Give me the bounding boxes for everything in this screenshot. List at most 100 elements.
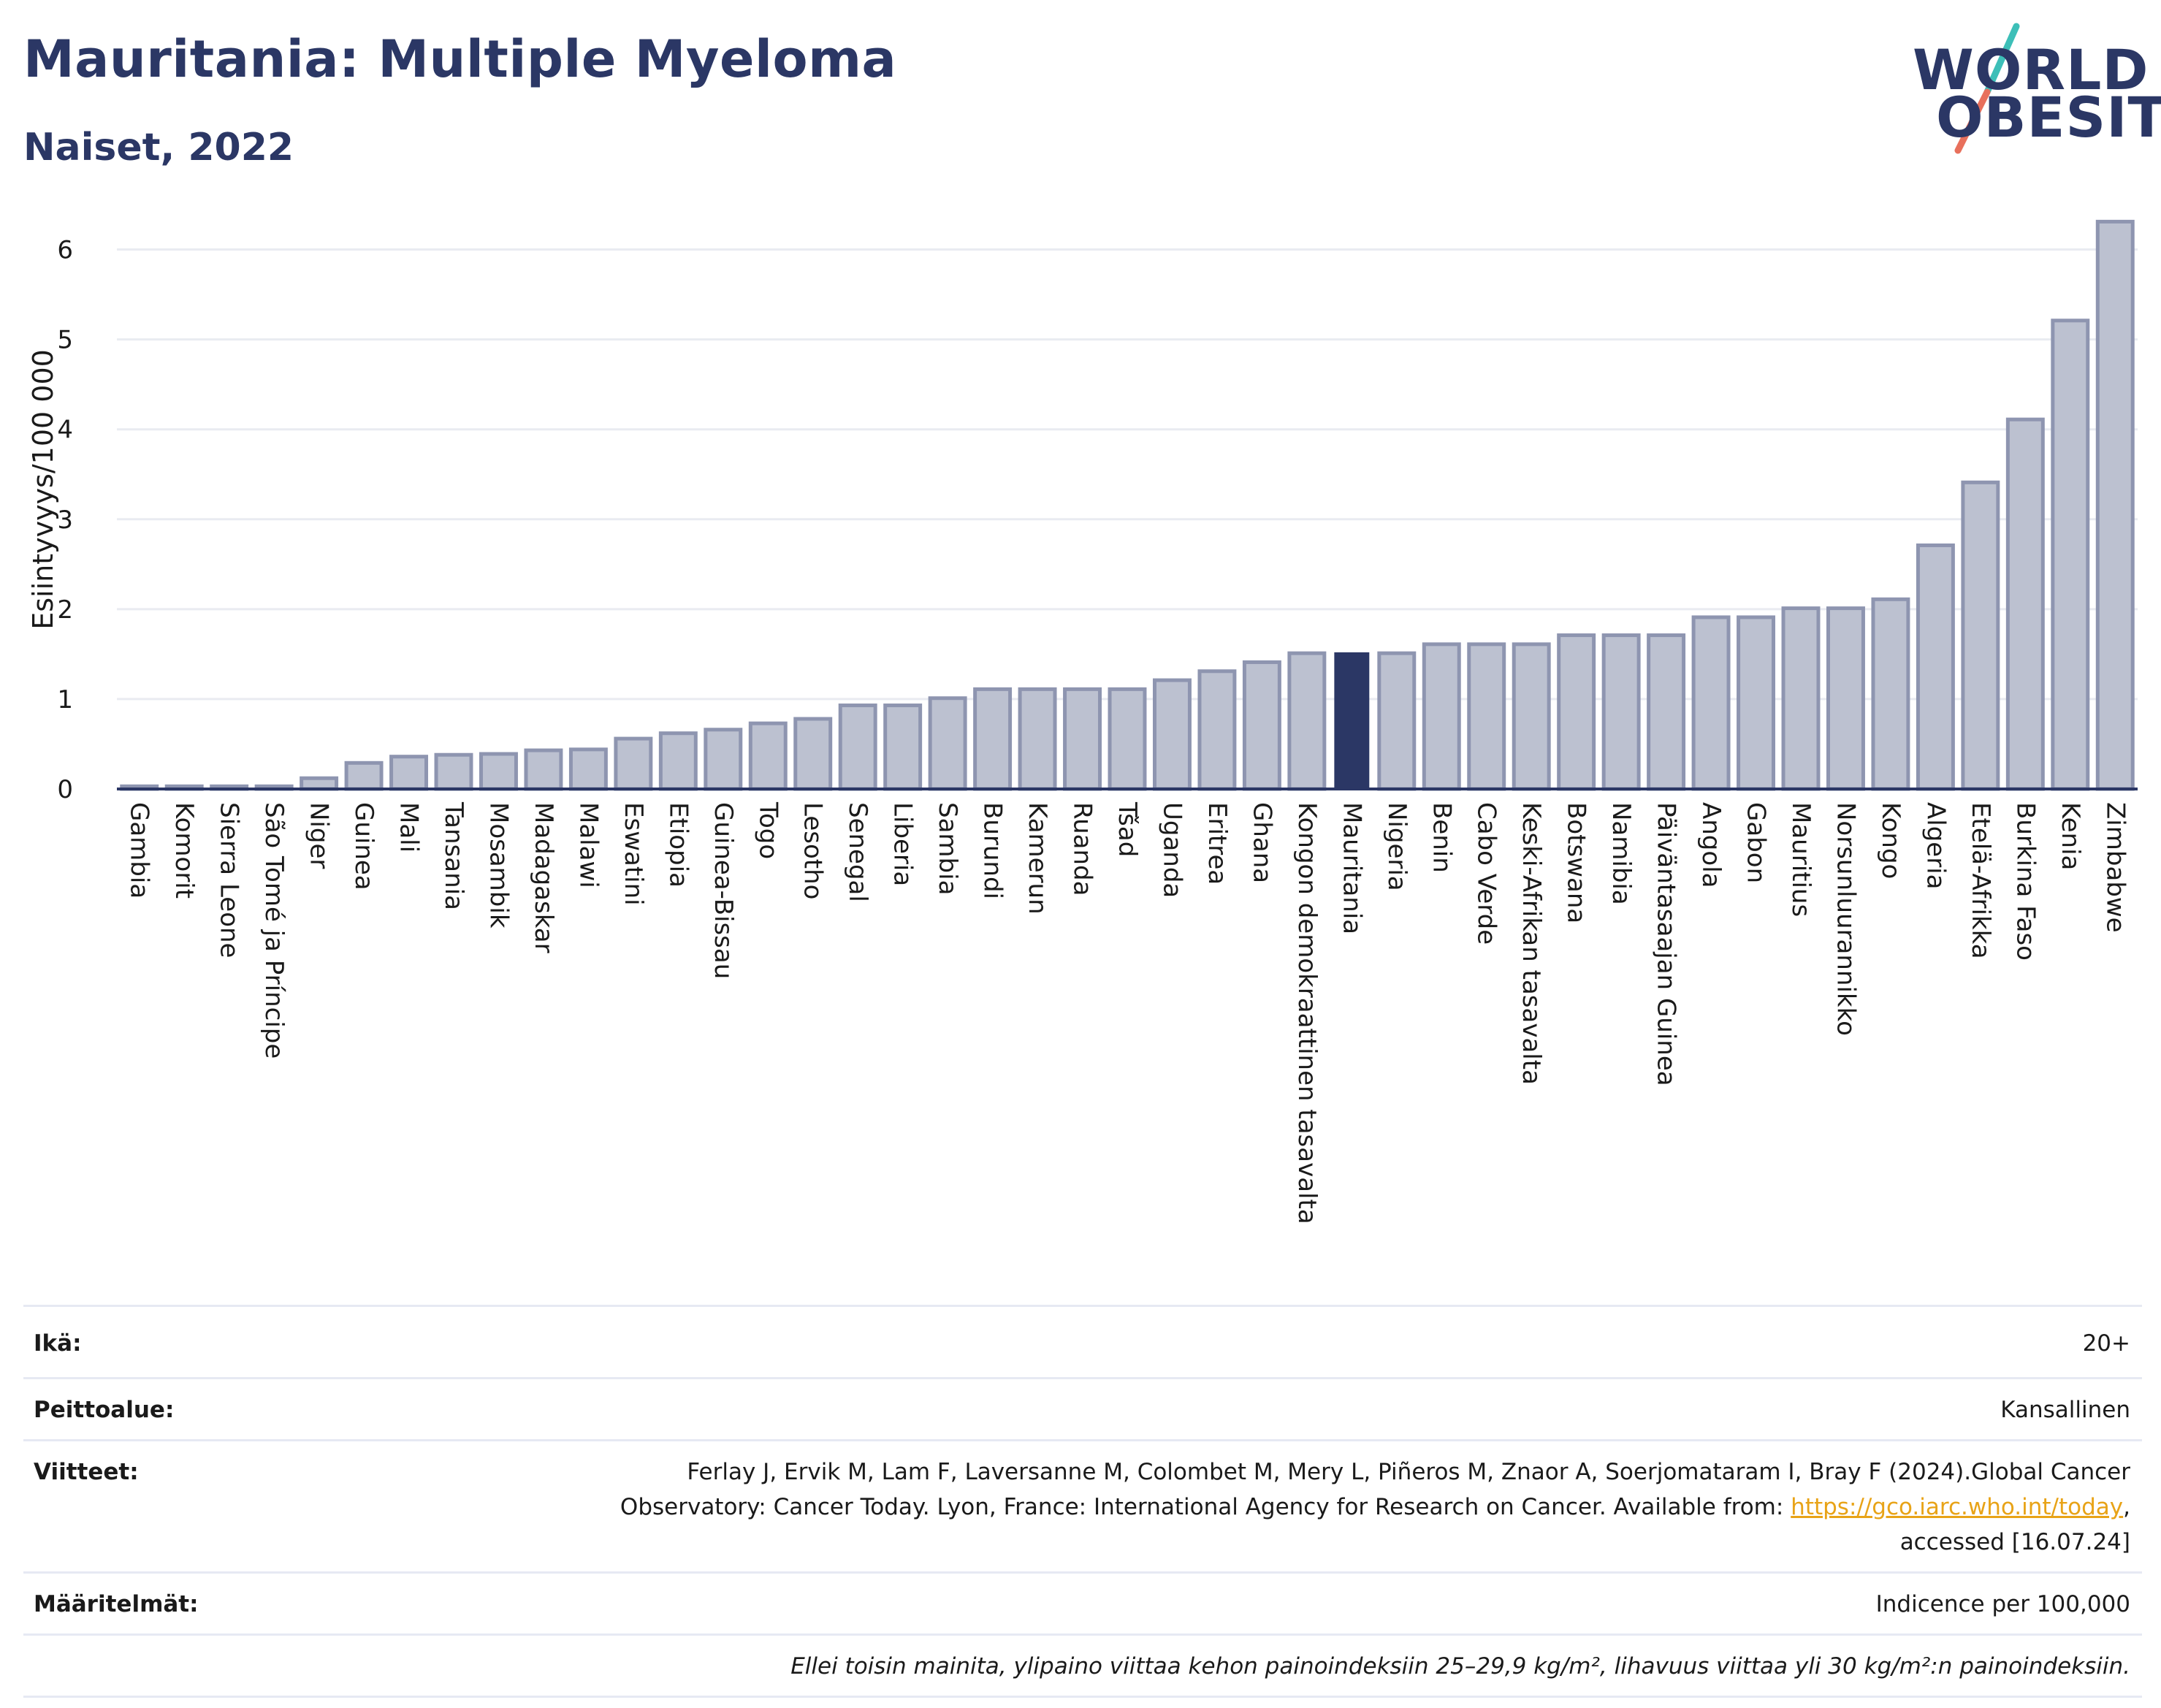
bar — [1377, 651, 1417, 791]
y-tick-label: 0 — [57, 775, 73, 804]
logo-slash-icon — [1954, 23, 2020, 154]
references-line-1: Ferlay J, Ervik M, Lam F, Laversanne M, … — [687, 1459, 2130, 1485]
world-obesity-logo: WORLD OBESITY — [1899, 20, 2161, 156]
references-line-2-end: , — [2123, 1494, 2130, 1520]
x-tick-label: Ruanda — [1068, 802, 1097, 896]
x-tick-label: Cabo Verde — [1472, 802, 1501, 945]
coverage-label: Peittoalue: — [34, 1397, 175, 1423]
x-tick-label: Angola — [1696, 802, 1726, 888]
meta-row-coverage: Peittoalue: Kansallinen — [23, 1377, 2142, 1439]
x-tick-label: Päiväntasaajan Guinea — [1652, 802, 1681, 1086]
x-tick-label: Madagaskar — [529, 802, 558, 953]
bar — [1063, 687, 1102, 791]
bar — [1916, 543, 1955, 791]
x-tick-label: Sambia — [933, 802, 962, 895]
x-tick-label: Eswatini — [619, 802, 648, 906]
meta-row-definitions: Määritelmät: Indicence per 100,000 — [23, 1571, 2142, 1633]
x-tick-label: Eritrea — [1203, 802, 1232, 885]
coverage-value: Kansallinen — [2000, 1397, 2130, 1423]
bar — [1557, 633, 1596, 791]
x-tick-label: Togo — [753, 801, 782, 859]
bar — [1287, 651, 1327, 791]
logo-word-world: WORLD — [1913, 37, 2149, 102]
bar — [883, 704, 923, 791]
logo-word-obesity: OBESITY — [1936, 85, 2161, 150]
bar — [793, 717, 833, 791]
bar-highlighted — [1334, 652, 1370, 789]
bar — [1018, 687, 1057, 791]
x-tick-label: Gambia — [125, 802, 154, 899]
bar-chart: 0 1 2 3 4 5 6 Esiintyvyys/100 000 Gambia Komorit S… — [27, 219, 2138, 1224]
x-tick-label: Mali — [395, 802, 424, 853]
footnote: Ellei toisin mainita, ylipaino viittaa k… — [790, 1653, 2130, 1680]
definitions-value: Indicence per 100,000 — [1875, 1591, 2130, 1617]
x-tick-label: Liberia — [888, 802, 918, 886]
bar — [1512, 642, 1551, 791]
bar — [1647, 633, 1686, 791]
meta-row-age: Ikä: 20+ — [23, 1305, 2142, 1377]
bar — [614, 736, 653, 791]
x-tick-label: Guinea-Bissau — [709, 802, 738, 979]
x-tick-label: Tšad — [1113, 801, 1142, 857]
x-tick-label: Uganda — [1157, 802, 1186, 898]
page-title: Mauritania: Multiple Myeloma — [23, 29, 897, 89]
bar — [434, 752, 473, 791]
bar — [1242, 660, 1281, 791]
bar — [2095, 219, 2135, 791]
definitions-label: Määritelmät: — [34, 1591, 199, 1617]
references-line-2: Observatory: Cancer Today. Lyon, France:… — [620, 1494, 1791, 1520]
x-tick-label: Nigeria — [1382, 802, 1411, 891]
x-tick-label: Tansania — [439, 801, 468, 910]
x-tick-label: Sierra Leone — [215, 802, 244, 958]
bar — [479, 752, 518, 791]
x-tick-label: Mauritania — [1337, 802, 1366, 934]
x-tick-label: Algeria — [1921, 802, 1950, 889]
bar — [1961, 480, 2000, 791]
references-line-3: accessed [16.07.24] — [1899, 1529, 2130, 1555]
x-tick-label: Senegal — [843, 802, 872, 902]
bar — [524, 748, 563, 791]
bar — [2005, 417, 2045, 791]
bar — [973, 687, 1013, 791]
y-axis-label: Esiintyvyys/100 000 — [27, 349, 59, 630]
y-tick-label: 6 — [57, 236, 73, 265]
x-tick-label: Kongon demokraattinen tasavalta — [1292, 802, 1322, 1224]
x-tick-label: Niger — [305, 802, 334, 869]
bar — [928, 696, 967, 791]
bar — [1826, 606, 1865, 791]
bar — [748, 721, 788, 791]
bar — [1601, 633, 1641, 791]
bar — [1871, 597, 1910, 791]
bar — [2051, 319, 2090, 791]
bar — [389, 755, 429, 791]
x-tick-label: Zimbabwe — [2100, 802, 2130, 933]
x-tick-label: Kenia — [2056, 802, 2085, 870]
metadata-table: Ikä: 20+ Peittoalue: Kansallinen Viittee… — [23, 1305, 2142, 1698]
age-value: 20+ — [2082, 1330, 2130, 1357]
x-tick-label: Botswana — [1562, 802, 1591, 923]
x-tick-label: Gabon — [1742, 802, 1771, 883]
age-label: Ikä: — [34, 1330, 82, 1357]
bar — [568, 747, 608, 791]
y-tick-label: 5 — [57, 326, 73, 355]
bar — [1691, 615, 1731, 791]
bar — [1781, 606, 1821, 791]
y-tick-label: 1 — [57, 685, 73, 714]
bar — [1737, 615, 1776, 791]
y-tick-label: 3 — [57, 506, 73, 535]
y-tick-label: 2 — [57, 595, 73, 625]
bar — [1467, 642, 1506, 791]
x-tick-label: Keski-Afrikan tasavalta — [1517, 802, 1546, 1085]
x-tick-label: Burundi — [978, 802, 1007, 899]
references-link[interactable]: https://gco.iarc.who.int/today — [1791, 1494, 2124, 1520]
references-label: Viitteet: — [34, 1459, 139, 1485]
x-tick-label: Malawi — [573, 802, 603, 888]
meta-row-references: Viitteet: Ferlay J, Ervik M, Lam F, Lave… — [23, 1439, 2142, 1571]
x-tick-label: Namibia — [1607, 802, 1636, 905]
x-tick-label: Lesotho — [799, 802, 828, 899]
x-tick-label: Kongo — [1876, 802, 1905, 879]
bar — [1152, 678, 1192, 791]
x-tick-label: São Tomé ja Príncipe — [259, 802, 289, 1059]
references-value: Ferlay J, Ervik M, Lam F, Laversanne M, … — [620, 1455, 2142, 1560]
x-tick-label: Komorit — [169, 802, 199, 899]
